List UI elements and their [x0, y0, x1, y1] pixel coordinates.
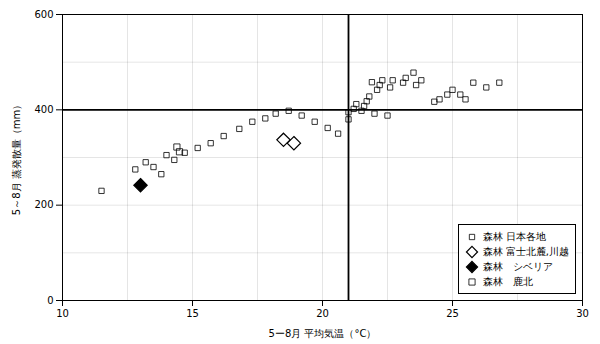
svg-text:600: 600: [34, 9, 53, 20]
html-text:森林 鹿北: 森林 鹿北: [482, 276, 533, 287]
html-text:森林 富士北麓,川越: 森林 富士北麓,川越: [482, 246, 569, 257]
svg-text:25: 25: [446, 308, 459, 319]
svg-text:30: 30: [576, 308, 589, 319]
svg-text:20: 20: [316, 308, 329, 319]
svg-text:200: 200: [34, 199, 53, 210]
svg-text:0: 0: [47, 295, 53, 306]
svg-text:10: 10: [56, 308, 69, 319]
svg-text:400: 400: [34, 104, 53, 115]
svg-text:5～8月 蒸発散量（mm）: 5～8月 蒸発散量（mm）: [11, 100, 22, 215]
html-text:森林 シベリア: 森林 シベリア: [482, 261, 553, 272]
svg-text:15: 15: [186, 308, 199, 319]
html-text:森林 日本各地: 森林 日本各地: [482, 231, 546, 242]
svg-text:5ー8月 平均気温（°C）: 5ー8月 平均気温（°C）: [269, 328, 377, 339]
